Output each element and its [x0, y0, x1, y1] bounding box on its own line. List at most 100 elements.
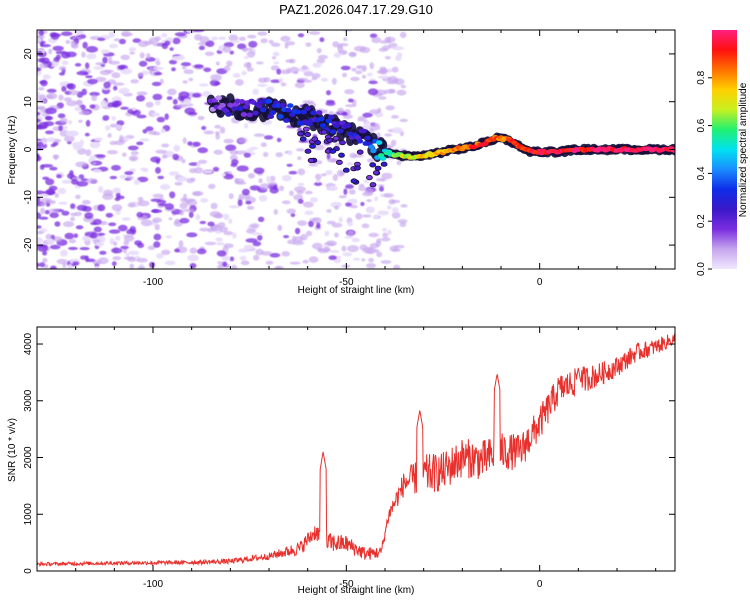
spectrogram-side-cell [356, 149, 364, 155]
spectrogram-ridge-cell [364, 135, 371, 141]
spectrogram-noise-cell [288, 150, 293, 156]
spectrogram-noise-cell [111, 247, 123, 254]
spectrogram-noise-cell [243, 152, 251, 158]
spectrogram-noise-cell [332, 174, 338, 181]
spectrogram-noise-cell [138, 60, 148, 67]
spectrogram-noise-cell [380, 40, 389, 44]
spectrogram-y-label: Frequency (Hz) [7, 116, 18, 185]
spectrogram-noise-cell [187, 141, 193, 146]
spectrogram-side-cell [302, 126, 310, 132]
spectrogram-noise-cell [393, 264, 401, 269]
spectrogram-noise-cell [237, 43, 247, 50]
spectrogram-side-cell [365, 175, 373, 181]
spectrogram-noise-cell [272, 51, 280, 57]
spectrogram-noise-cell [199, 220, 207, 225]
spectrogram-noise-cell [108, 60, 121, 65]
spectrogram-noise-cell [229, 50, 234, 55]
spectrogram-ridge-cell [265, 98, 273, 104]
spectrogram-noise-cell [368, 80, 378, 85]
spectrogram-noise-cell [327, 185, 338, 191]
spectrogram-noise-cell [273, 61, 280, 65]
spectrogram-noise-cell [39, 107, 47, 112]
spectrogram-noise-cell [334, 205, 339, 210]
spectrogram-noise-cell [228, 205, 240, 209]
spectrogram-noise-cell [377, 210, 390, 216]
spectrogram-noise-cell [46, 88, 57, 93]
spectrogram-noise-cell [249, 185, 261, 191]
spectrogram-noise-cell [108, 229, 121, 234]
spectrogram-noise-cell [73, 233, 79, 238]
spectrogram-ridge-cell [329, 129, 336, 135]
spectrogram-noise-cell [125, 175, 134, 181]
spectrogram-noise-cell [241, 70, 247, 76]
spectrogram-noise-cell [84, 212, 94, 220]
spectrogram-noise-cell [111, 261, 117, 267]
spectrogram-noise-cell [93, 226, 102, 233]
spectrogram-ridge-cell [285, 107, 292, 113]
spectrogram-side-cell [354, 165, 361, 171]
spectrogram-noise-cell [174, 218, 180, 224]
spectrogram-noise-cell [164, 260, 176, 266]
spectrogram-side-cell [369, 162, 377, 168]
spectrogram-y-tick-label: -20 [23, 237, 34, 252]
spectrogram-noise-cell [38, 30, 44, 36]
spectrogram-noise-cell [167, 88, 177, 96]
spectrogram-noise-cell [127, 256, 137, 262]
spectrogram-ridge-cell [238, 99, 246, 104]
spectrogram-noise-cell [115, 235, 121, 241]
spectrogram-noise-cell [396, 160, 402, 166]
spectrogram-noise-cell [89, 155, 97, 161]
spectrogram-noise-cell [308, 220, 314, 228]
spectrogram-noise-cell [89, 91, 100, 97]
spectrogram-noise-cell [339, 171, 345, 176]
spectrogram-noise-cell [137, 200, 150, 207]
spectrogram-noise-cell [119, 135, 124, 142]
spectrogram-noise-cell [54, 236, 63, 243]
spectrogram-noise-cell [81, 51, 86, 58]
spectrogram-noise-cell [395, 55, 402, 62]
spectrogram-noise-cell [275, 152, 283, 158]
spectrogram-noise-cell [105, 125, 111, 131]
spectrogram-noise-cell [137, 266, 146, 269]
spectrogram-noise-cell [259, 183, 270, 191]
spectrogram-noise-cell [98, 186, 104, 193]
spectrogram-noise-cell [340, 65, 351, 71]
spectrogram-ridge-cell [242, 104, 249, 110]
spectrogram-ridge-cell [319, 123, 327, 128]
spectrogram-noise-cell [392, 207, 399, 214]
spectrogram-ridge-cell [283, 118, 290, 123]
snr-ticks [36, 327, 675, 572]
spectrogram-noise-cell [91, 94, 98, 102]
spectrogram-noise-cell [344, 89, 355, 95]
spectrogram-noise-cell [112, 256, 122, 261]
spectrogram-noise-cell [46, 238, 55, 245]
spectrogram-noise-cell [107, 102, 115, 108]
spectrogram-noise-cell [223, 231, 234, 236]
spectrogram-noise-cell [165, 235, 172, 239]
spectrogram-noise-cell [57, 187, 67, 195]
spectrogram-side-cell [372, 170, 380, 176]
spectrogram-noise-cell [311, 76, 318, 81]
spectrogram-noise-cell [130, 79, 139, 84]
spectrogram-noise-cell [323, 246, 331, 253]
spectrogram-noise-cell [48, 48, 53, 55]
spectrogram-image [37, 30, 675, 269]
spectrogram-noise-cell [332, 41, 340, 48]
spectrogram-noise-cell [129, 51, 136, 55]
spectrogram-noise-cell [188, 77, 194, 82]
spectrogram-noise-cell [319, 37, 325, 43]
spectrogram-noise-cell [200, 198, 209, 203]
spectrogram-noise-cell [142, 168, 149, 173]
spectrogram-noise-cell [284, 43, 289, 49]
spectrogram-noise-cell [215, 237, 223, 242]
spectrogram-noise-cell [379, 66, 387, 71]
colorbar-tick-label: 0.4 [696, 166, 707, 180]
spectrogram-noise-cell [91, 161, 97, 165]
spectrogram-noise-cell [309, 218, 319, 222]
spectrogram-noise-cell [61, 179, 73, 184]
spectrogram-side-cell [307, 157, 315, 164]
spectrogram-noise-cell [219, 126, 226, 134]
spectrogram-noise-cell [45, 178, 55, 186]
spectrogram-noise-cell [361, 223, 370, 229]
spectrogram-noise-cell [281, 251, 291, 257]
